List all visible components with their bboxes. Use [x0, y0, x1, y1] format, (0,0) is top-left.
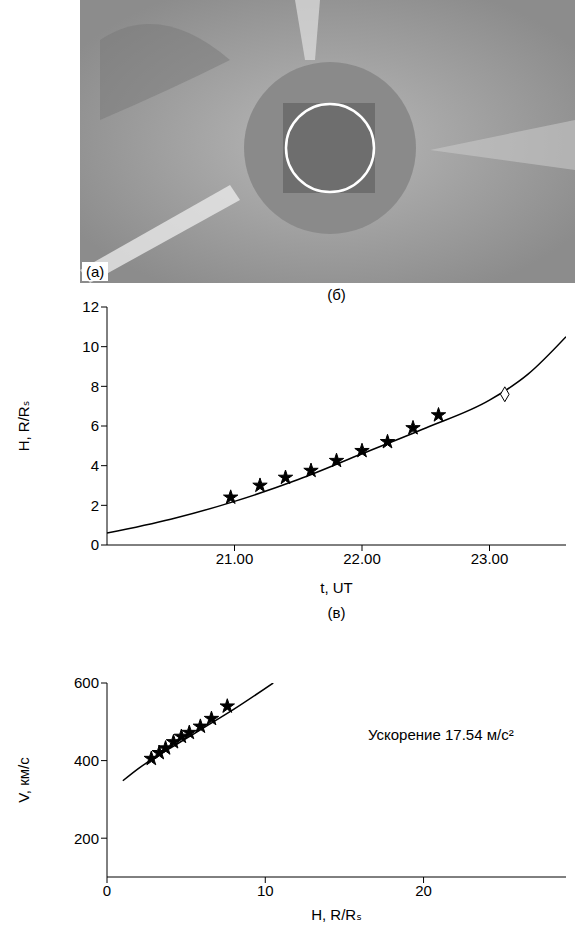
svg-text:200: 200	[74, 830, 99, 847]
svg-text:V, км/с: V, км/с	[15, 757, 32, 803]
svg-text:10: 10	[257, 882, 274, 899]
svg-text:H, R/Rₛ: H, R/Rₛ	[311, 906, 362, 923]
svg-text:8: 8	[91, 378, 99, 395]
html-text:Ускорение 17.54 м/с²: Ускорение 17.54 м/с²	[368, 726, 514, 743]
html-text:(в): (в)	[327, 604, 346, 621]
svg-text:600: 600	[74, 674, 99, 691]
svg-text:10: 10	[82, 338, 99, 355]
html-text:(б): (б)	[327, 286, 346, 303]
svg-text:23.00: 23.00	[471, 550, 509, 567]
svg-text:H, R/Rₛ: H, R/Rₛ	[15, 401, 32, 452]
svg-text:22.00: 22.00	[343, 550, 381, 567]
svg-text:0: 0	[103, 882, 111, 899]
svg-text:4: 4	[91, 457, 99, 474]
svg-text:12: 12	[82, 298, 99, 315]
svg-text:2: 2	[91, 497, 99, 514]
svg-text:20: 20	[415, 882, 432, 899]
svg-text:400: 400	[74, 752, 99, 769]
svg-text:0: 0	[91, 536, 99, 553]
svg-text:21.00: 21.00	[216, 550, 254, 567]
html-text:(a): (a)	[86, 263, 105, 280]
svg-text:t, UT: t, UT	[320, 579, 353, 596]
svg-text:6: 6	[91, 417, 99, 434]
